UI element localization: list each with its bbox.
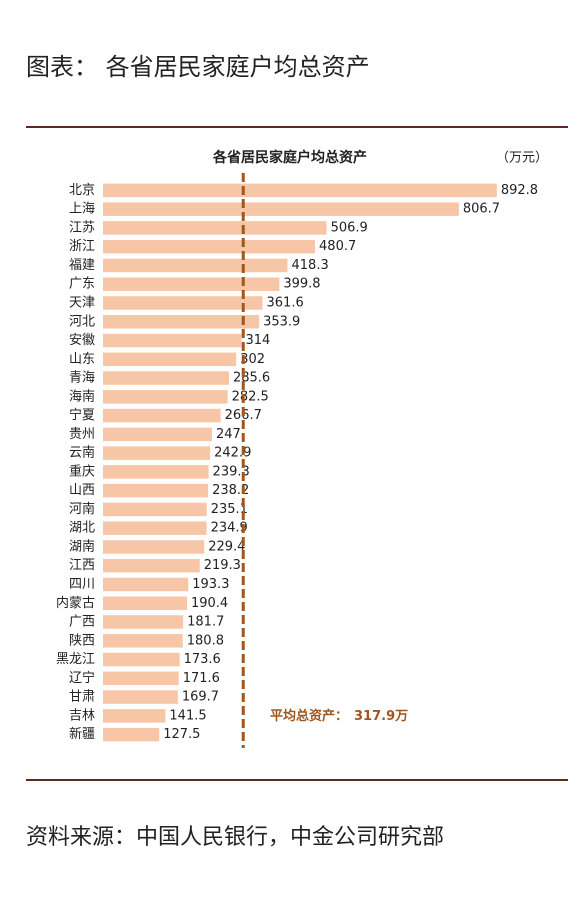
bar [103,221,327,235]
header: 图表： 各省居民家庭户均总资产 [26,53,370,81]
bar [103,540,205,554]
category-label: 山西 [69,483,95,498]
bar [103,558,200,573]
category-label: 新疆 [69,726,95,742]
average-label: 317.9万 [354,708,408,723]
value-label: 229.4 [208,539,245,554]
value-label: 127.5 [163,727,200,742]
bar [103,390,228,404]
category-label: 青海 [69,371,95,386]
source: 资料来源：中国人民银行，中金公司研究部 [26,825,444,850]
category-label: 上海 [69,202,95,217]
bar [103,709,166,723]
bar [103,277,280,291]
bar [103,690,178,704]
chart-title: 各省居民家庭户均总资产 [212,149,367,166]
category-label: 云南 [69,445,95,461]
annotation: 平均总资产： 317.9万 [270,707,408,723]
category-label: 浙江 [69,239,95,254]
category-label: 宁夏 [69,407,95,423]
bar [103,502,207,517]
bar [103,652,180,667]
category-label: 甘肃 [69,690,95,705]
category-label: 海南 [69,388,95,404]
category-label: 湖南 [69,538,95,554]
value-label: 302 [240,352,265,367]
bar [103,427,212,442]
value-label: 892.8 [501,183,538,198]
category-label: 安徽 [69,333,95,348]
value-label: 171.6 [183,671,220,686]
category-label: 北京 [69,183,95,198]
unit: （万元） [496,151,548,166]
value-label: 239.3 [213,464,250,479]
bar [103,314,260,329]
category-label: 吉林 [69,708,95,723]
value-label: 180.8 [187,633,224,648]
annotation-text: 平均总资产： [270,707,348,723]
value-label: 173.6 [184,652,221,667]
value-label: 418.3 [292,258,329,273]
category-label: 陕西 [69,633,95,648]
value-label: 480.7 [319,239,356,254]
bar [103,352,237,367]
value-label: 353.9 [263,314,300,329]
bar [103,577,189,592]
category-label: 江苏 [69,219,95,235]
value-label: 399.8 [283,277,320,292]
value-label: 806.7 [463,202,500,217]
value-label: 235.1 [211,502,248,517]
bar [103,446,211,460]
bar [103,258,288,273]
category-label: 辽宁 [69,670,95,686]
value-label: 219.3 [204,558,241,573]
value-label: 190.4 [191,596,228,611]
value-label: 193.3 [192,577,229,592]
bar [103,465,209,479]
value-label: 282.5 [232,389,269,404]
bar [103,239,316,254]
bar [103,671,179,686]
bar [103,296,263,310]
category-label: 江西 [69,558,95,573]
bar [103,371,229,385]
category-label: 重庆 [69,463,95,479]
bar [103,727,160,742]
category-label: 贵州 [69,427,95,442]
value-label: 169.7 [182,690,219,705]
category-label: 湖北 [69,521,95,536]
category-label: 广西 [69,615,95,630]
value-label: 285.6 [233,371,270,386]
category-label: 广东 [69,277,95,292]
value-label: 314 [246,333,271,348]
value-label: 247 [216,427,241,442]
category-label: 河南 [69,501,95,517]
category-label: 福建 [69,258,95,273]
value-label: 234.9 [211,521,248,536]
bar [103,333,242,348]
bar [103,615,184,629]
bar [103,521,207,535]
bar [103,202,459,216]
category-label: 内蒙古 [56,595,95,611]
category-label: 河北 [69,314,95,329]
category-label: 黑龙江 [56,652,95,667]
bar [103,483,209,498]
bar [103,634,183,648]
bar [103,183,497,198]
value-label: 242.9 [214,446,251,461]
bar [103,596,187,611]
value-label: 506.9 [331,220,368,235]
value-label: 361.6 [267,295,304,310]
value-label: 238.2 [212,483,249,498]
value-label: 141.5 [169,708,206,723]
value-label: 181.7 [187,615,224,630]
category-label: 四川 [69,577,95,592]
category-label: 天津 [69,295,95,310]
bar [103,408,221,423]
category-label: 山东 [69,352,95,367]
